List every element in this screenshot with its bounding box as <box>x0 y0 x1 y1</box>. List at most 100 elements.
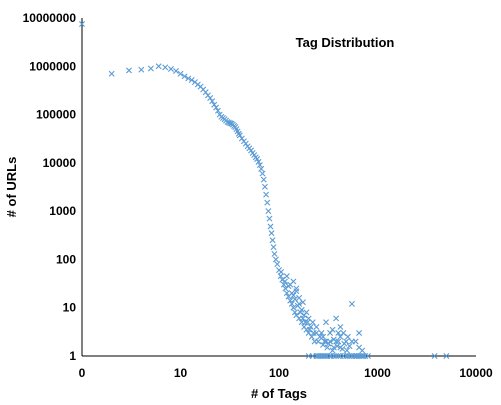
data-point <box>344 333 351 340</box>
data-point <box>269 237 276 244</box>
data-point <box>283 273 290 280</box>
data-point <box>177 70 184 77</box>
data-point <box>337 323 344 330</box>
data-point <box>356 329 363 336</box>
data-point <box>291 296 298 303</box>
data-point <box>265 208 272 215</box>
data-point <box>238 135 245 142</box>
data-point <box>287 297 294 304</box>
data-point <box>288 290 295 297</box>
data-point <box>318 329 325 336</box>
x-tick-label: 1000 <box>364 366 391 380</box>
data-point <box>167 65 174 72</box>
data-point <box>346 343 353 350</box>
data-point <box>266 215 273 222</box>
y-axis-title: # of URLs <box>4 157 19 218</box>
data-point <box>299 315 306 322</box>
data-point <box>308 333 315 340</box>
y-tick-label: 1000000 <box>29 59 76 73</box>
data-point <box>330 344 337 351</box>
data-point <box>299 299 306 306</box>
data-point <box>181 73 188 80</box>
data-point <box>126 67 132 74</box>
data-point <box>255 158 262 165</box>
data-point <box>335 338 342 345</box>
data-point <box>213 104 220 111</box>
data-point <box>147 65 154 72</box>
data-point <box>303 309 310 316</box>
data-point <box>334 343 341 350</box>
data-point <box>236 132 243 139</box>
data-point <box>162 64 169 71</box>
data-point <box>327 329 334 336</box>
data-point <box>325 340 332 347</box>
data-point <box>188 77 195 83</box>
data-point <box>333 315 340 322</box>
data-point <box>341 340 348 347</box>
data-point <box>211 101 218 108</box>
data-point <box>155 63 162 70</box>
data-point <box>343 347 350 354</box>
data-point <box>279 276 286 283</box>
data-point <box>173 67 179 74</box>
data-point <box>330 336 337 343</box>
data-point <box>79 21 85 28</box>
data-point <box>313 323 320 330</box>
data-point <box>108 70 115 77</box>
data-point <box>328 353 335 359</box>
y-tick-label: 100000 <box>36 108 76 122</box>
data-point <box>281 278 288 285</box>
data-point <box>360 353 367 359</box>
data-point <box>214 107 221 114</box>
y-tick-label: 10000 <box>43 156 77 170</box>
data-point <box>270 244 277 251</box>
x-tick-label: 100 <box>269 366 289 380</box>
data-point <box>337 353 344 359</box>
x-tick-label: 10000 <box>459 366 493 380</box>
data-point <box>321 338 328 345</box>
data-point <box>293 288 300 295</box>
x-axis-title: # of Tags <box>251 386 307 401</box>
data-point <box>352 338 359 345</box>
data-point <box>267 223 274 230</box>
data-point <box>346 353 353 359</box>
data-point <box>335 329 342 336</box>
data-point <box>323 319 329 326</box>
data-point <box>274 261 281 268</box>
data-point <box>261 183 268 190</box>
data-point <box>264 199 271 206</box>
data-point <box>272 256 279 263</box>
data-point <box>271 250 278 257</box>
data-point <box>209 98 216 105</box>
data-point <box>348 300 355 307</box>
data-point <box>297 309 304 316</box>
data-point <box>278 268 285 275</box>
data-point <box>358 353 364 359</box>
data-point <box>315 338 322 345</box>
data-point <box>333 353 340 359</box>
data-points <box>79 21 450 359</box>
data-point <box>288 300 295 307</box>
data-point <box>138 66 145 73</box>
y-tick-labels: 1 10 100 1000 10000 100000 1000000 10000000 <box>23 11 77 363</box>
data-point <box>242 140 249 147</box>
data-point <box>283 290 290 297</box>
data-point <box>339 345 346 352</box>
y-tick-label: 10 <box>63 301 77 315</box>
x-tick-label: 10 <box>174 366 188 380</box>
data-point <box>293 285 300 292</box>
chart-title: Tag Distribution <box>296 35 395 50</box>
data-point <box>290 304 297 311</box>
data-point <box>324 344 331 351</box>
y-tick-label: 10000000 <box>23 11 77 25</box>
x-tick-labels: 0 10 100 1000 10000 <box>79 366 493 380</box>
data-point <box>285 283 292 290</box>
data-point <box>280 281 287 288</box>
data-point <box>268 230 275 237</box>
data-point <box>310 329 317 336</box>
data-point <box>431 353 438 359</box>
data-point <box>291 309 298 316</box>
data-point <box>185 75 192 82</box>
data-point <box>207 95 214 102</box>
